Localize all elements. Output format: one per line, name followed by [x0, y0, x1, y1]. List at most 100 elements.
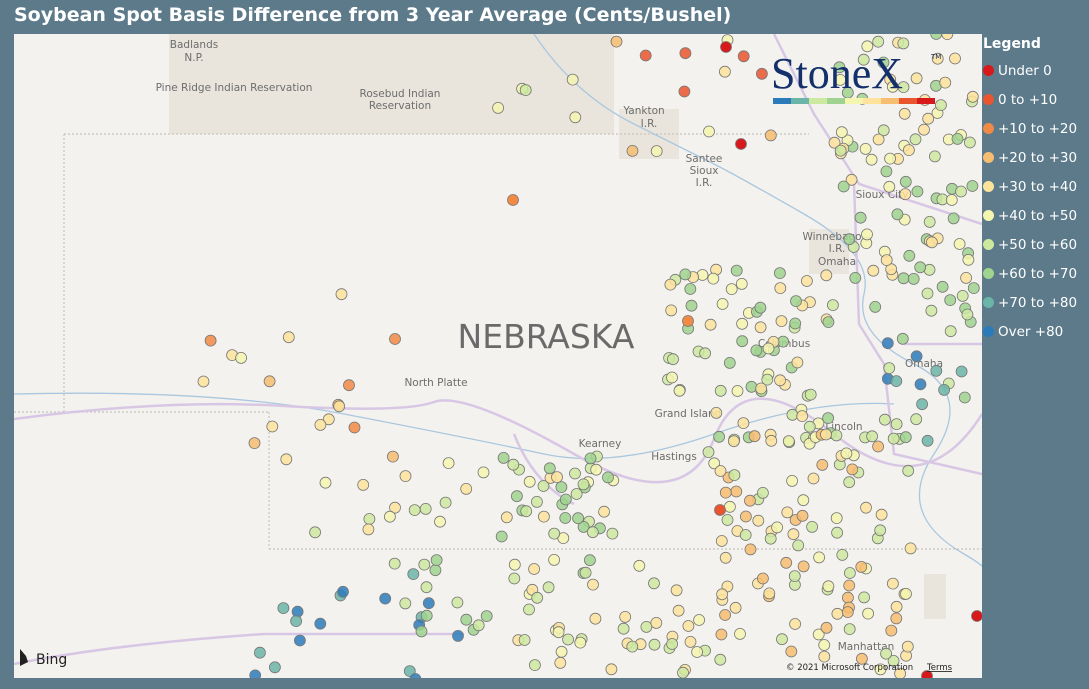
- legend-title: Legend: [983, 36, 1041, 52]
- location-point: [786, 408, 799, 421]
- location-point: [319, 476, 332, 489]
- location-point: [280, 453, 293, 466]
- location-point: [737, 50, 750, 63]
- location-point: [846, 463, 859, 476]
- location-point: [820, 428, 832, 441]
- location-point: [584, 554, 596, 567]
- location-point: [249, 669, 262, 678]
- location-point: [789, 618, 801, 630]
- location-point: [333, 400, 346, 413]
- legend-item[interactable]: Under 0: [983, 56, 1089, 85]
- location-point: [731, 385, 744, 397]
- location-point: [684, 283, 697, 295]
- location-point: [577, 520, 590, 533]
- location-point: [874, 663, 887, 676]
- legend-label: +10 to +20: [998, 120, 1078, 137]
- location-point: [248, 437, 261, 450]
- location-point: [714, 465, 727, 477]
- location-point: [776, 633, 788, 646]
- location-point: [379, 592, 392, 605]
- legend-item[interactable]: +40 to +50: [983, 201, 1089, 230]
- location-point: [407, 568, 420, 580]
- location-point: [752, 514, 765, 527]
- place-label: Kearney: [579, 438, 622, 450]
- location-point: [460, 482, 473, 495]
- location-point: [890, 612, 903, 625]
- location-point: [543, 462, 556, 475]
- legend-swatch: [983, 297, 994, 308]
- legend-item[interactable]: +20 to +30: [983, 143, 1089, 172]
- location-point: [744, 494, 756, 507]
- location-point: [835, 126, 848, 139]
- location-point: [887, 577, 899, 590]
- legend-swatch: [983, 268, 994, 279]
- location-point: [559, 512, 572, 524]
- location-point: [399, 470, 412, 483]
- location-point: [555, 645, 568, 658]
- location-point: [862, 607, 874, 620]
- location-point: [548, 527, 561, 540]
- location-point: [523, 603, 535, 616]
- location-point: [836, 549, 849, 561]
- legend-item[interactable]: +30 to +40: [983, 172, 1089, 201]
- logo-bar-segment: [881, 98, 899, 104]
- location-point: [566, 73, 579, 86]
- location-point: [497, 451, 510, 464]
- location-point: [955, 185, 967, 198]
- location-point: [724, 500, 736, 513]
- location-point: [538, 510, 550, 523]
- location-point: [887, 432, 900, 445]
- legend-item[interactable]: 0 to +10: [983, 85, 1089, 114]
- location-point: [383, 510, 396, 523]
- place-label: Sioux: [690, 165, 719, 177]
- location-point: [791, 356, 804, 369]
- legend-item[interactable]: +70 to +80: [983, 288, 1089, 317]
- legend-swatch: [983, 152, 994, 163]
- place-label: North Platte: [404, 377, 467, 389]
- location-point: [314, 418, 327, 431]
- location-point: [720, 41, 732, 53]
- location-point: [570, 488, 583, 500]
- location-point: [757, 486, 769, 499]
- location-point: [900, 588, 912, 600]
- location-point: [880, 165, 893, 178]
- location-point: [702, 446, 715, 459]
- legend-item[interactable]: +10 to +20: [983, 114, 1089, 143]
- location-point: [820, 621, 833, 634]
- location-point: [714, 384, 727, 397]
- location-point: [691, 646, 703, 658]
- location-point: [584, 452, 597, 465]
- location-point: [572, 512, 584, 525]
- terms-link[interactable]: Terms: [926, 663, 953, 673]
- location-point: [887, 655, 900, 667]
- location-point: [845, 173, 858, 186]
- legend-label: +40 to +50: [998, 207, 1078, 224]
- legend-item[interactable]: +50 to +60: [983, 230, 1089, 259]
- location-point: [648, 638, 661, 651]
- location-point: [748, 430, 761, 443]
- place-label: Reservation: [369, 100, 431, 112]
- location-point: [707, 272, 720, 285]
- location-point: [843, 476, 856, 489]
- location-point: [684, 636, 697, 648]
- location-point: [822, 316, 835, 329]
- location-point: [569, 111, 582, 124]
- legend-item[interactable]: Over +80: [983, 317, 1089, 346]
- location-point: [293, 634, 306, 647]
- location-point: [277, 602, 290, 614]
- location-point: [472, 619, 485, 632]
- location-point: [891, 208, 904, 221]
- logo-bar: [773, 98, 935, 104]
- location-point: [737, 417, 750, 430]
- location-point: [830, 512, 843, 525]
- location-point: [761, 373, 774, 386]
- legend-item[interactable]: +60 to +70: [983, 259, 1089, 288]
- location-point: [930, 364, 943, 377]
- location-point: [714, 653, 727, 666]
- location-point: [966, 90, 979, 103]
- attribution: © 2021 Microsoft Corporation: [786, 663, 913, 673]
- location-point: [754, 301, 767, 314]
- location-point: [763, 587, 776, 600]
